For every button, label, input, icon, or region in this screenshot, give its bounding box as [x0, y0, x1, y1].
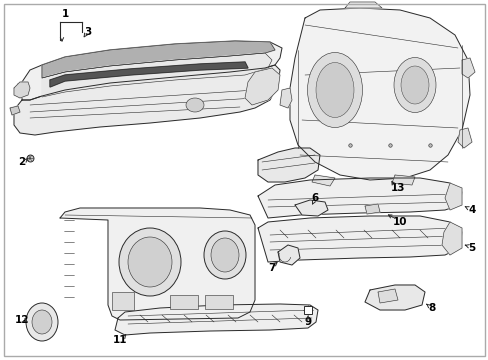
Text: 3: 3: [84, 27, 91, 37]
Bar: [170, 295, 198, 309]
Polygon shape: [50, 62, 247, 87]
Polygon shape: [115, 304, 317, 335]
Polygon shape: [14, 82, 30, 98]
Text: 4: 4: [468, 205, 475, 215]
Ellipse shape: [315, 63, 353, 117]
Polygon shape: [364, 204, 379, 214]
Text: 13: 13: [390, 183, 405, 193]
Polygon shape: [258, 148, 319, 182]
Bar: [204, 295, 232, 309]
Text: 12: 12: [15, 315, 29, 325]
Text: 2: 2: [19, 157, 25, 167]
Ellipse shape: [393, 58, 435, 112]
Ellipse shape: [203, 231, 245, 279]
Polygon shape: [280, 88, 291, 108]
Text: 6: 6: [311, 193, 318, 203]
Polygon shape: [444, 183, 461, 210]
Polygon shape: [22, 41, 282, 100]
Text: 1: 1: [61, 9, 68, 19]
Polygon shape: [461, 58, 474, 78]
Text: 7: 7: [268, 263, 275, 273]
Polygon shape: [289, 8, 469, 180]
Polygon shape: [278, 245, 299, 265]
Polygon shape: [441, 222, 461, 255]
Ellipse shape: [210, 238, 239, 272]
Ellipse shape: [128, 237, 172, 287]
Ellipse shape: [307, 53, 362, 127]
Polygon shape: [14, 65, 280, 135]
Bar: [112, 292, 134, 310]
Text: 10: 10: [392, 217, 407, 227]
Text: 8: 8: [427, 303, 435, 313]
Text: 11: 11: [113, 335, 127, 345]
Polygon shape: [364, 285, 424, 310]
Polygon shape: [42, 41, 274, 78]
Polygon shape: [377, 289, 397, 303]
Polygon shape: [244, 68, 280, 105]
Polygon shape: [42, 53, 271, 97]
Polygon shape: [345, 2, 381, 8]
Ellipse shape: [119, 228, 181, 296]
Polygon shape: [391, 175, 414, 185]
Polygon shape: [311, 175, 334, 186]
Polygon shape: [10, 106, 20, 115]
Ellipse shape: [26, 303, 58, 341]
Text: 9: 9: [304, 317, 311, 327]
Text: 5: 5: [468, 243, 475, 253]
Polygon shape: [457, 128, 471, 148]
Ellipse shape: [32, 310, 52, 334]
Ellipse shape: [185, 98, 203, 112]
Polygon shape: [60, 208, 254, 320]
Polygon shape: [258, 178, 461, 218]
Ellipse shape: [400, 66, 428, 104]
Polygon shape: [294, 200, 327, 216]
Polygon shape: [258, 216, 461, 262]
